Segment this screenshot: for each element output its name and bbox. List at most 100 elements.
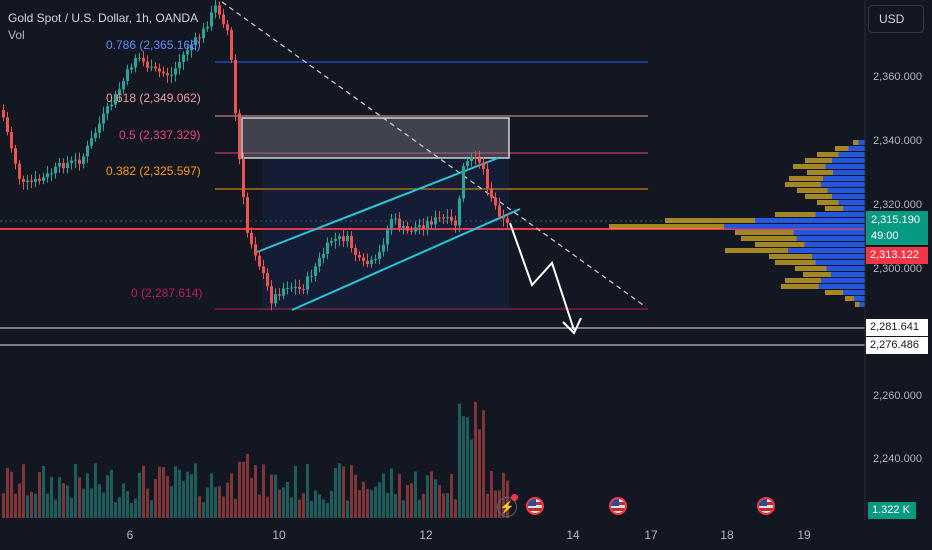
volume-bar [374,486,377,518]
volume-bar [14,493,17,518]
candle-body [234,59,237,114]
profile-bar-sell [769,254,813,259]
volume-bar [454,499,457,518]
candle-body [498,205,501,217]
candle-body [146,61,149,68]
volume-indicator-label[interactable]: Vol [8,28,25,42]
volume-bar [234,498,237,518]
supply-zone [241,117,510,159]
volume-bar [162,467,165,518]
candle-body [2,110,5,118]
candle-body [186,50,189,55]
volume-bar [130,502,133,518]
volume-bar [218,486,221,518]
candle-body [310,275,313,277]
volume-bar [390,468,393,518]
volume-bar [230,473,233,518]
volume-bar [102,492,105,518]
volume-bar [366,488,369,518]
candle-body [314,266,317,276]
volume-bar [310,500,313,518]
profile-bar-buy [823,176,865,181]
fib-label-0786: 0.786 (2,365.166) [106,38,201,52]
volume-bar [482,410,485,518]
volume-bar [362,481,365,518]
candle-body [494,197,497,206]
volume-bar [46,493,49,518]
candle-body [282,288,285,296]
candle-body [130,67,133,70]
volume-bar [142,465,145,518]
volume-bar [206,487,209,518]
candle-body [14,148,17,164]
candle-body [454,220,457,226]
profile-bar-buy [815,212,865,217]
candle-body [50,173,53,175]
volume-bar [474,401,477,518]
candle-body [70,160,73,164]
candle-body [30,180,33,182]
candle-body [334,238,337,241]
chart-legend: Gold Spot / U.S. Dollar, 1h, OANDA Vol [8,10,198,44]
symbol-title[interactable]: Gold Spot / U.S. Dollar, 1h, OANDA [8,11,199,25]
us-flag-event-icon[interactable] [757,497,775,515]
us-flag-event-icon[interactable] [526,497,544,515]
candle-body [414,227,417,232]
volume-bar [286,481,289,518]
price-tick: 2,320.000 [873,199,922,211]
price-tick: 2,260.000 [873,390,922,402]
candle-body [466,161,469,167]
profile-bar-sell [797,188,828,193]
candle-body [362,257,365,262]
profile-bar-buy [825,164,865,169]
lightning-icon[interactable]: ⚡ [497,497,517,517]
volume-bar [26,495,29,518]
candle-body [506,218,509,223]
candle-body [298,287,301,289]
volume-bar [486,493,489,518]
price-tick: 2,240.000 [873,453,922,465]
profile-bar-buy [793,230,865,235]
profile-bar-sell [805,194,832,199]
candle-body [10,132,13,149]
volume-bar [378,482,381,518]
candle-body [402,226,405,228]
us-flag-event-icon[interactable] [609,497,627,515]
candle-body [382,244,385,252]
profile-bar-buy [830,272,865,277]
profile-bar-sell [785,278,821,283]
candle-body [302,288,305,290]
currency-button[interactable]: USD [868,5,924,33]
volume-bar [462,416,465,518]
profile-bar-sell [845,296,854,301]
candle-body [374,259,377,261]
projection-path [509,222,575,331]
volume-bar [210,473,213,518]
volume-bar [370,489,373,518]
level-tag-1: 2,281.641 [866,319,928,336]
profile-bar-sell [803,272,831,277]
profile-bar-sell [735,230,794,235]
candle-body [422,225,425,229]
profile-bar-buy [812,254,865,259]
volume-bar [134,498,137,518]
candle-body [126,69,129,81]
candle-body [502,216,505,219]
volume-bar [202,502,205,518]
volume-bar [490,471,493,518]
projection-arrowhead [562,317,582,335]
volume-bar [118,497,121,518]
volume-bar [302,493,305,518]
candle-body [278,294,281,296]
candle-body [258,255,261,267]
volume-bar [270,474,273,518]
candle-body [78,159,81,164]
candle-body [182,54,185,63]
volume-bar [250,477,253,518]
volume-bar [330,490,333,518]
candle-body [346,235,349,242]
channel-upper [256,157,499,253]
volume-bar [246,453,249,518]
profile-bar-buy [832,194,865,199]
